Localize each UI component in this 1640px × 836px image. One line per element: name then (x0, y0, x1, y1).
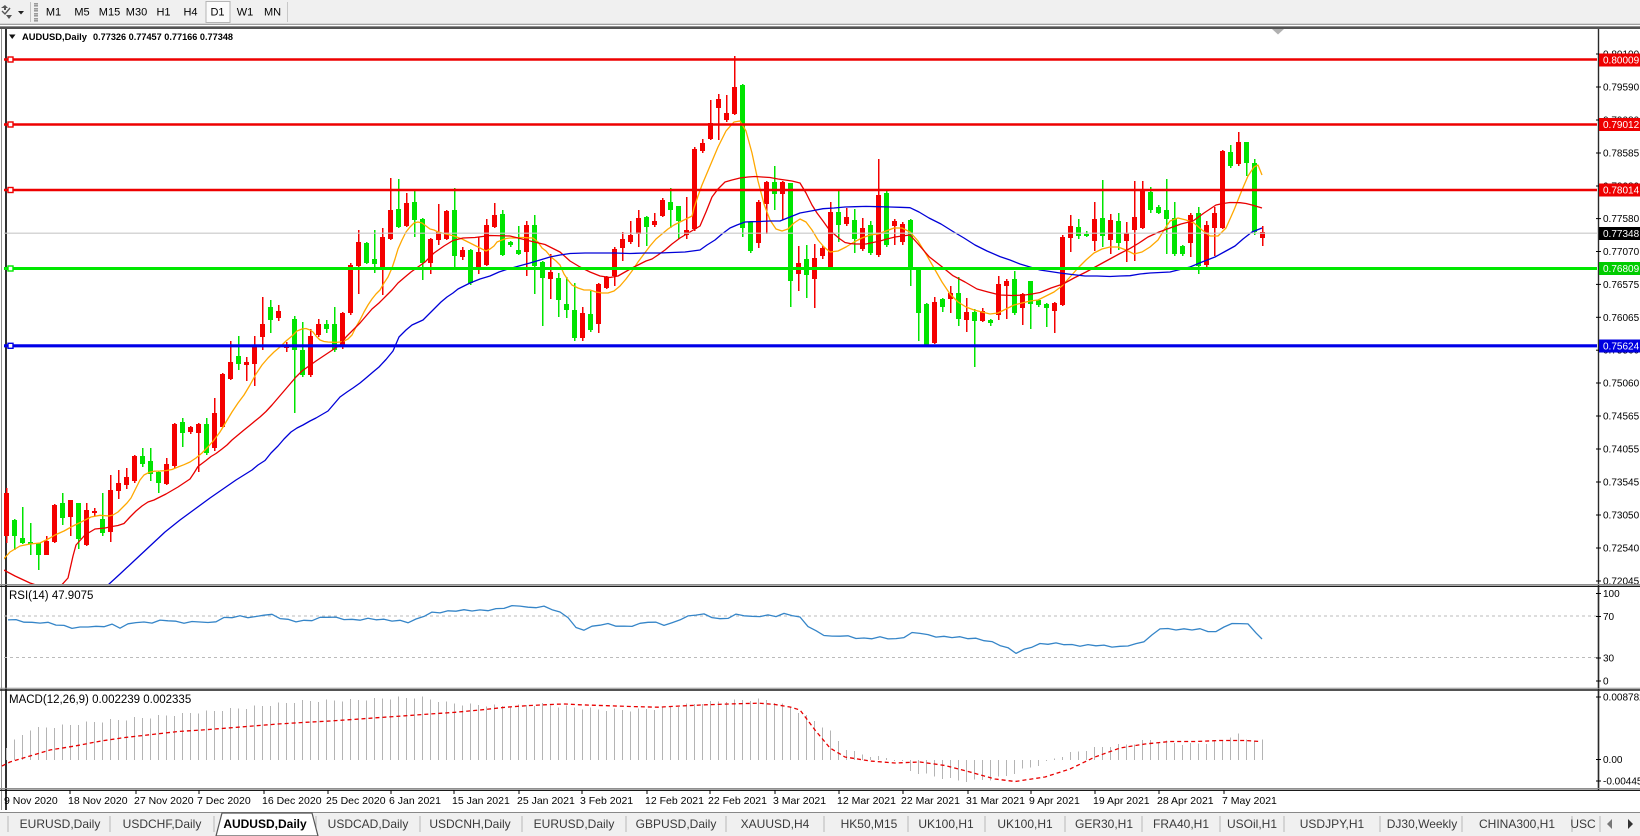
svg-text:0.76065: 0.76065 (1603, 313, 1640, 324)
svg-text:7 Dec 2020: 7 Dec 2020 (197, 795, 251, 807)
svg-text:0.79590: 0.79590 (1603, 83, 1640, 94)
svg-text:27 Nov 2020: 27 Nov 2020 (134, 795, 194, 807)
svg-text:XAUUSD,H4: XAUUSD,H4 (741, 817, 810, 831)
svg-text:0.72540: 0.72540 (1603, 544, 1640, 555)
svg-text:RSI(14) 47.9075: RSI(14) 47.9075 (9, 590, 93, 602)
svg-text:0.77326 0.77457 0.77166 0.7734: 0.77326 0.77457 0.77166 0.77348 (93, 32, 233, 43)
svg-text:0.00: 0.00 (1603, 755, 1623, 766)
svg-text:M15: M15 (99, 7, 120, 19)
svg-text:31 Mar 2021: 31 Mar 2021 (966, 795, 1025, 807)
svg-text:0.78014: 0.78014 (1603, 186, 1640, 197)
svg-text:0.79012: 0.79012 (1603, 120, 1640, 131)
svg-text:3 Mar 2021: 3 Mar 2021 (773, 795, 826, 807)
svg-text:22 Mar 2021: 22 Mar 2021 (901, 795, 960, 807)
svg-text:UK100,H1: UK100,H1 (997, 817, 1053, 831)
svg-text:0.77070: 0.77070 (1603, 247, 1640, 258)
svg-text:3 Feb 2021: 3 Feb 2021 (580, 795, 633, 807)
svg-text:100: 100 (1603, 589, 1620, 600)
svg-text:9 Apr 2021: 9 Apr 2021 (1029, 795, 1080, 807)
svg-text:H1: H1 (156, 7, 170, 19)
svg-text:0.78585: 0.78585 (1603, 149, 1640, 160)
svg-text:-0.004451: -0.004451 (1603, 777, 1640, 788)
svg-text:USC: USC (1570, 817, 1596, 831)
svg-text:0.73050: 0.73050 (1603, 511, 1640, 522)
svg-text:USOil,H1: USOil,H1 (1227, 817, 1277, 831)
svg-text:USDJPY,H1: USDJPY,H1 (1300, 817, 1365, 831)
svg-text:12 Mar 2021: 12 Mar 2021 (837, 795, 896, 807)
svg-text:M5: M5 (74, 7, 89, 19)
svg-text:USDCNH,Daily: USDCNH,Daily (429, 817, 510, 831)
svg-text:0.75624: 0.75624 (1603, 342, 1640, 353)
svg-text:30: 30 (1603, 654, 1615, 665)
svg-text:25 Dec 2020: 25 Dec 2020 (326, 795, 386, 807)
svg-text:18 Nov 2020: 18 Nov 2020 (68, 795, 128, 807)
svg-text:6 Jan 2021: 6 Jan 2021 (389, 795, 441, 807)
svg-text:USDCAD,Daily: USDCAD,Daily (328, 817, 409, 831)
svg-text:USDCHF,Daily: USDCHF,Daily (123, 817, 202, 831)
svg-text:EURUSD,Daily: EURUSD,Daily (20, 817, 101, 831)
svg-text:12 Feb 2021: 12 Feb 2021 (645, 795, 704, 807)
svg-text:0.73545: 0.73545 (1603, 478, 1640, 489)
svg-text:EURUSD,Daily: EURUSD,Daily (534, 817, 615, 831)
svg-text:28 Apr 2021: 28 Apr 2021 (1157, 795, 1214, 807)
svg-text:AUDUSD,Daily: AUDUSD,Daily (22, 32, 88, 43)
svg-text:15 Jan 2021: 15 Jan 2021 (452, 795, 510, 807)
svg-text:19 Apr 2021: 19 Apr 2021 (1093, 795, 1150, 807)
svg-text:16 Dec 2020: 16 Dec 2020 (262, 795, 322, 807)
svg-text:0.75060: 0.75060 (1603, 379, 1640, 390)
svg-text:0.74055: 0.74055 (1603, 445, 1640, 456)
svg-text:HK50,M15: HK50,M15 (841, 817, 898, 831)
svg-text:0.77580: 0.77580 (1603, 214, 1640, 225)
svg-text:UK100,H1: UK100,H1 (918, 817, 974, 831)
svg-text:D1: D1 (210, 7, 224, 19)
svg-text:GER30,H1: GER30,H1 (1075, 817, 1133, 831)
svg-text:M1: M1 (46, 7, 61, 19)
svg-text:H4: H4 (183, 7, 197, 19)
svg-text:9 Nov 2020: 9 Nov 2020 (4, 795, 58, 807)
svg-text:DJ30,Weekly: DJ30,Weekly (1387, 817, 1457, 831)
svg-text:0.76809: 0.76809 (1603, 264, 1640, 275)
svg-text:22 Feb 2021: 22 Feb 2021 (708, 795, 767, 807)
svg-text:70: 70 (1603, 612, 1615, 623)
svg-text:W1: W1 (237, 7, 254, 19)
svg-text:25 Jan 2021: 25 Jan 2021 (517, 795, 575, 807)
svg-text:0.008782: 0.008782 (1603, 693, 1640, 704)
svg-text:0.76575: 0.76575 (1603, 280, 1640, 291)
svg-text:0.72045: 0.72045 (1603, 577, 1640, 588)
svg-text:M30: M30 (126, 7, 147, 19)
svg-text:AUDUSD,Daily: AUDUSD,Daily (223, 817, 307, 831)
svg-text:7 May 2021: 7 May 2021 (1222, 795, 1277, 807)
svg-text:MACD(12,26,9) 0.002239 0.00233: MACD(12,26,9) 0.002239 0.002335 (9, 694, 191, 706)
svg-text:MN: MN (264, 7, 281, 19)
svg-text:FRA40,H1: FRA40,H1 (1153, 817, 1209, 831)
svg-text:0.77348: 0.77348 (1603, 229, 1640, 240)
svg-text:GBPUSD,Daily: GBPUSD,Daily (636, 817, 717, 831)
svg-text:CHINA300,H1: CHINA300,H1 (1479, 817, 1555, 831)
svg-text:0: 0 (1603, 677, 1609, 688)
svg-text:0.74565: 0.74565 (1603, 412, 1640, 423)
svg-text:0.80009: 0.80009 (1603, 56, 1640, 67)
